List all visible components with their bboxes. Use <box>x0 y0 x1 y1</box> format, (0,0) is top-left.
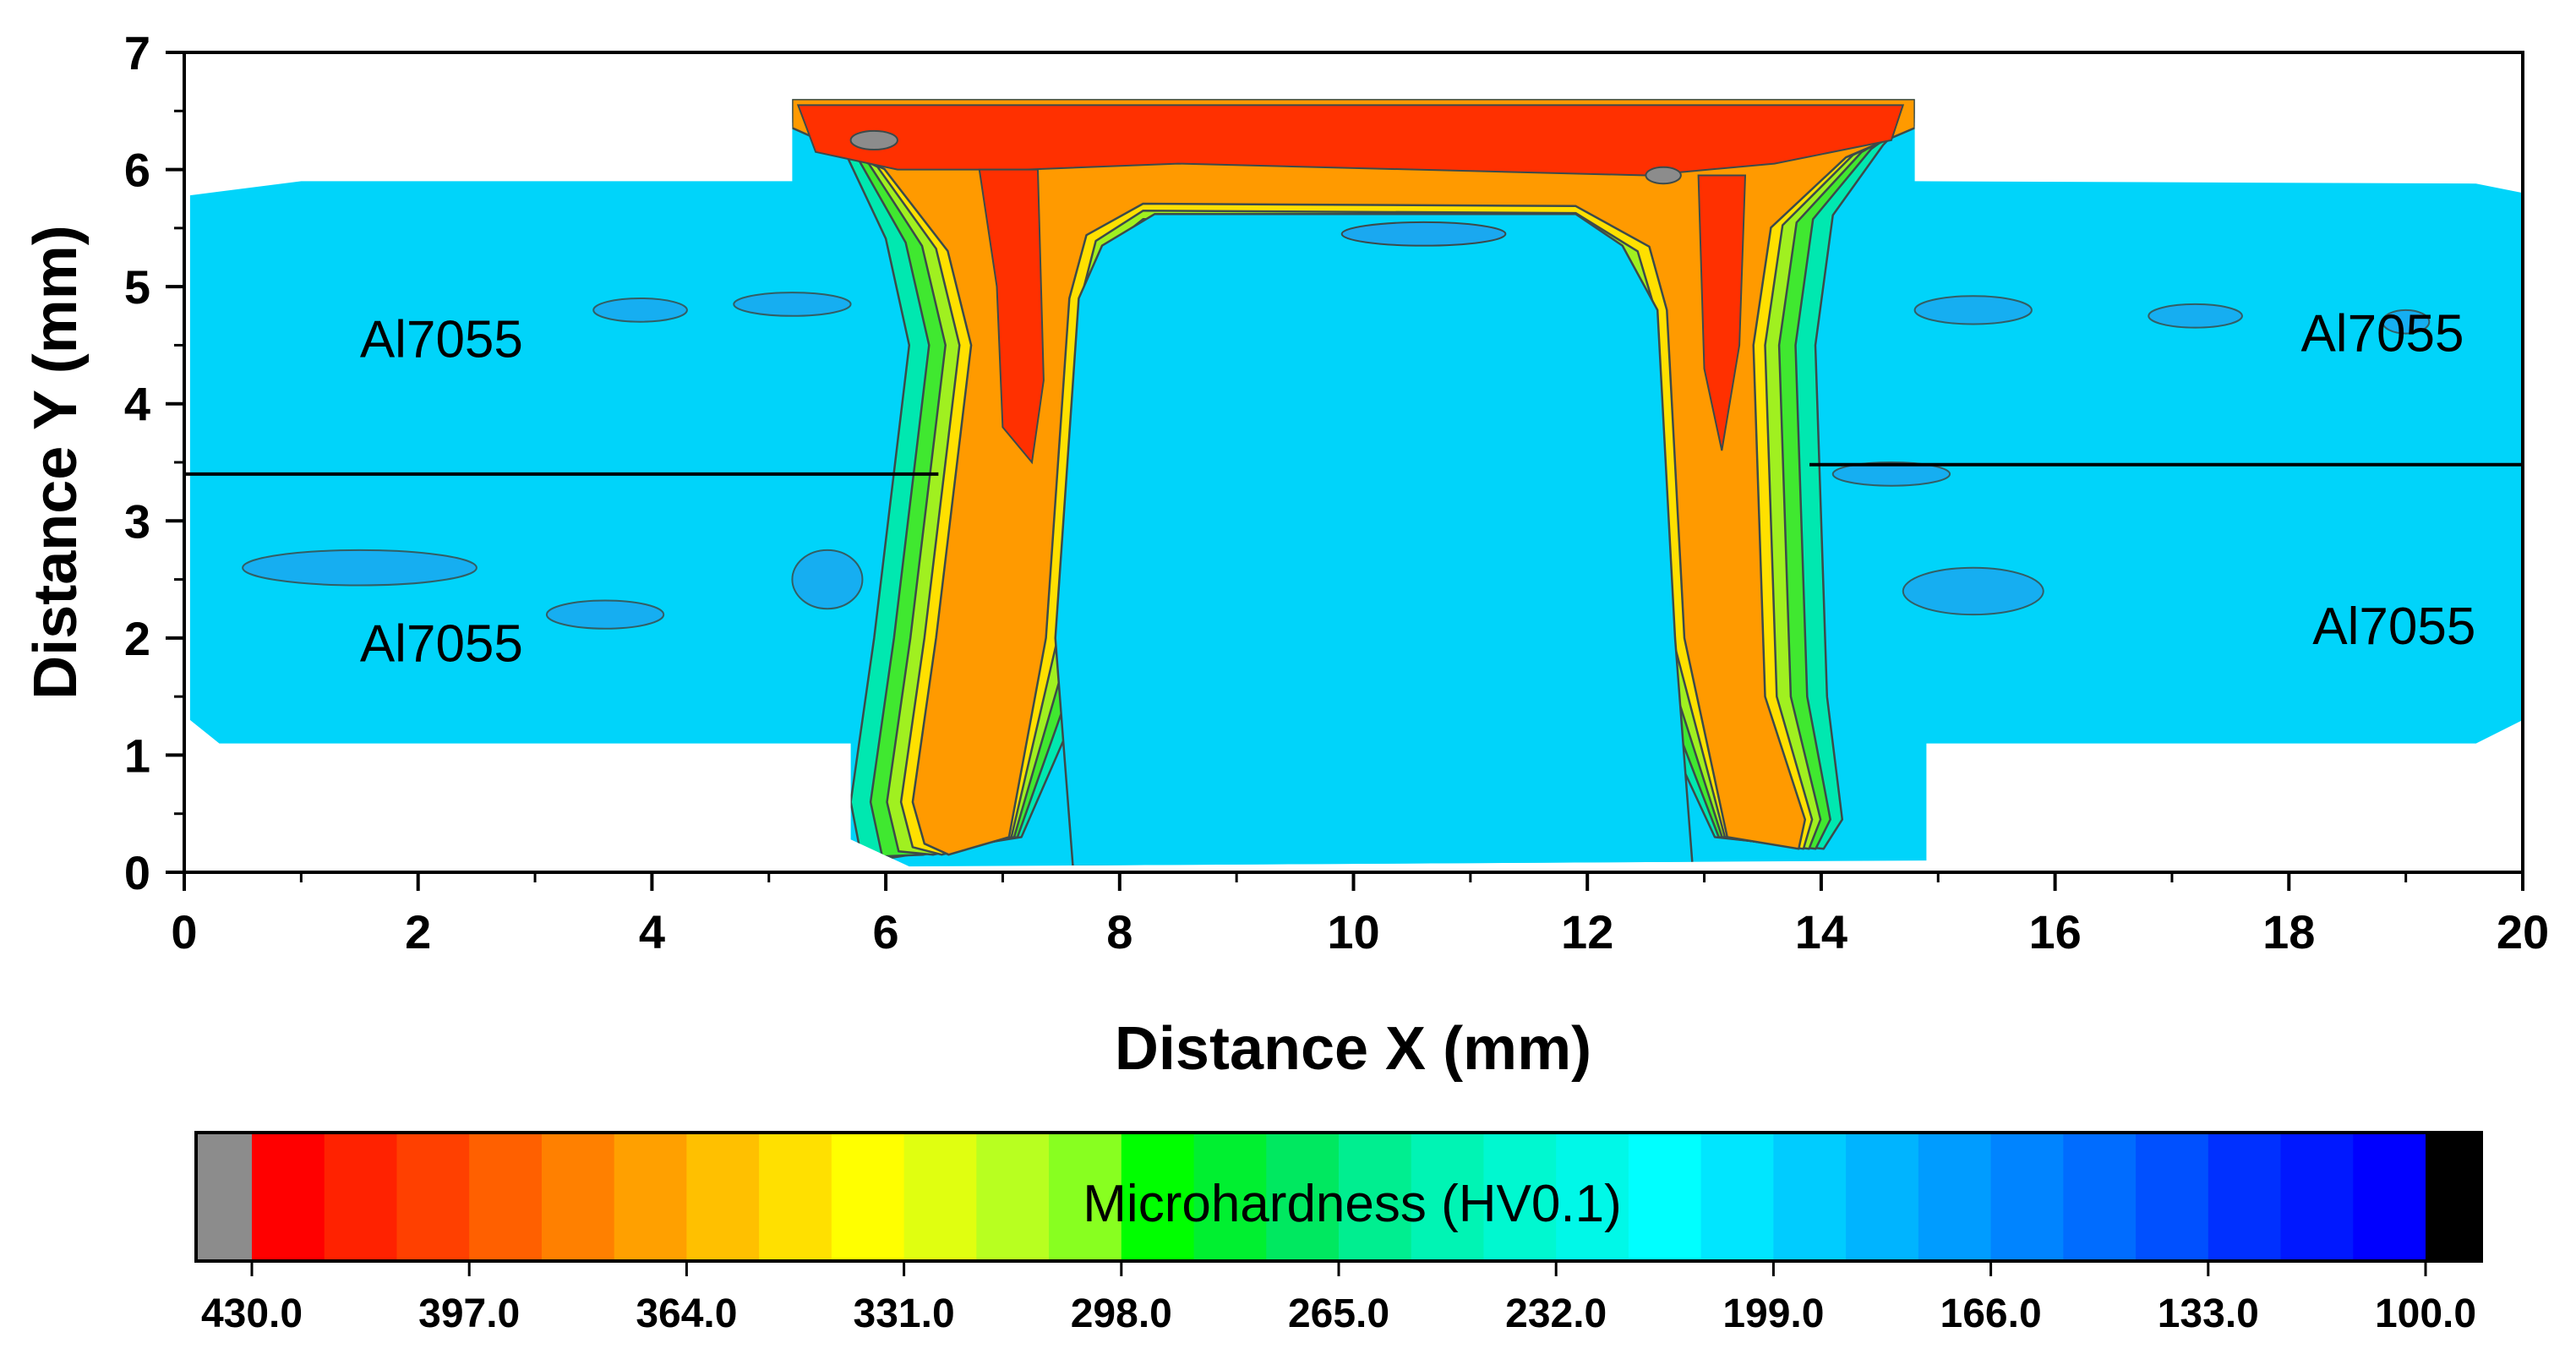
colorbar-segment <box>541 1133 615 1261</box>
x-tick-label: 0 <box>171 905 197 958</box>
hardness-core-top <box>796 104 1905 177</box>
colorbar-segment <box>686 1133 760 1261</box>
over-range-spot <box>1645 166 1682 185</box>
region-labels: Al7055 Al7055 Al7055 Al7055 <box>360 304 2476 673</box>
hardness-core-left <box>978 168 1045 465</box>
colorbar-tick-label: 232.0 <box>1505 1291 1607 1336</box>
x-tick-label: 10 <box>1327 905 1379 958</box>
low-hardness-patch <box>1831 461 1951 487</box>
colorbar-tick-label: 331.0 <box>854 1291 955 1336</box>
x-tick-label: 4 <box>639 905 665 958</box>
y-tick-label: 4 <box>124 378 150 431</box>
low-hardness-patch <box>791 549 864 610</box>
colorbar-tick-label: 430.0 <box>201 1291 303 1336</box>
colorbar-segment <box>1918 1133 1992 1261</box>
colorbar-segment <box>1700 1133 1774 1261</box>
colorbar-tick-label: 133.0 <box>2158 1291 2259 1336</box>
colorbar-tick-label: 199.0 <box>1722 1291 1824 1336</box>
colorbar-under-cap <box>2426 1133 2481 1261</box>
region-label: Al7055 <box>360 615 523 674</box>
colorbar-tick-label: 298.0 <box>1071 1291 1172 1336</box>
low-hardness-patch <box>1913 295 2033 325</box>
colorbar-segment <box>1049 1133 1122 1261</box>
colorbar-tick-label: 100.0 <box>2375 1291 2476 1336</box>
colorbar: 430.0 397.0 364.0 331.0 298.0 265.0 232.0 199.0… <box>194 1131 2483 1336</box>
colorbar-segment <box>976 1133 1050 1261</box>
inner-soft-region <box>1054 212 1695 867</box>
y-tick-label: 7 <box>124 26 150 79</box>
colorbar-segment <box>252 1133 325 1261</box>
colorbar-segment <box>759 1133 832 1261</box>
low-hardness-patch <box>2148 303 2243 329</box>
low-hardness-patch <box>733 292 852 317</box>
low-hardness-patch <box>242 549 478 587</box>
colorbar-segment <box>1339 1133 1412 1261</box>
x-tick-label: 16 <box>2028 905 2081 958</box>
colorbar-tick-label: 265.0 <box>1288 1291 1389 1336</box>
colorbar-segment <box>1193 1133 1267 1261</box>
y-tick-label: 0 <box>124 846 150 899</box>
y-tick-label: 6 <box>124 144 150 197</box>
colorbar-over-cap <box>196 1133 252 1261</box>
low-hardness-patch <box>592 298 688 323</box>
contour-map <box>189 99 2524 867</box>
colorbar-segment <box>1773 1133 1847 1261</box>
hardness-ring-orange <box>791 99 1916 856</box>
x-tick-label: 14 <box>1795 905 1847 958</box>
colorbar-segment <box>2063 1133 2137 1261</box>
colorbar-segment <box>831 1133 905 1261</box>
y-tick-label: 1 <box>124 729 150 782</box>
colorbar-segment <box>1556 1133 1629 1261</box>
colorbar-title: Microhardness (HV0.1) <box>1083 1175 1621 1233</box>
x-tick-label: 6 <box>873 905 899 958</box>
x-axis-title: Distance X (mm) <box>1115 1015 1591 1083</box>
colorbar-segment <box>2353 1133 2426 1261</box>
colorbar-segment <box>1266 1133 1340 1261</box>
hard-zone <box>791 99 1916 867</box>
low-hardness-patch <box>545 599 665 630</box>
x-tick-label: 20 <box>2497 905 2549 958</box>
colorbar-segment <box>1628 1133 1702 1261</box>
region-label: Al7055 <box>360 310 523 369</box>
colorbar-segment <box>324 1133 398 1261</box>
x-tick-label: 2 <box>405 905 431 958</box>
colorbar-segment <box>469 1133 543 1261</box>
x-tick-label: 12 <box>1561 905 1613 958</box>
colorbar-segment <box>903 1133 977 1261</box>
y-axis-title: Distance Y (mm) <box>22 225 90 700</box>
colorbar-tick-label: 397.0 <box>418 1291 520 1336</box>
colorbar-tick-label: 166.0 <box>1940 1291 2042 1336</box>
hardness-core-right <box>1697 174 1747 451</box>
low-hardness-patch <box>1902 566 2044 616</box>
low-hardness-patch <box>2381 308 2431 335</box>
colorbar-segment <box>396 1133 470 1261</box>
colorbar-segment <box>1846 1133 1919 1261</box>
over-range-spot <box>849 129 898 151</box>
colorbar-segment <box>1411 1133 1485 1261</box>
low-hardness-patch <box>1340 221 1507 247</box>
region-label: Al7055 <box>2300 304 2464 363</box>
colorbar-segment <box>2280 1133 2354 1261</box>
y-tick-label: 2 <box>124 612 150 665</box>
y-tick-label: 5 <box>124 260 150 314</box>
colorbar-segment <box>1121 1133 1195 1261</box>
x-tick-label: 18 <box>2262 905 2315 958</box>
colorbar-tick-label: 364.0 <box>636 1291 737 1336</box>
colorbar-segment <box>1990 1133 2064 1261</box>
colorbar-segment <box>1483 1133 1557 1261</box>
x-tick-label: 8 <box>1106 905 1132 958</box>
interface-lines <box>184 462 2523 476</box>
colorbar-segment <box>2136 1133 2209 1261</box>
region-label: Al7055 <box>2312 598 2475 656</box>
colorbar-segment <box>614 1133 687 1261</box>
y-tick-label: 3 <box>124 494 150 548</box>
colorbar-segment <box>2208 1133 2282 1261</box>
